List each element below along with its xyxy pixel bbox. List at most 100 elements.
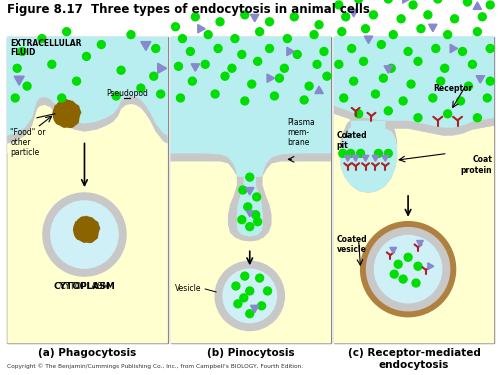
Circle shape: [248, 80, 256, 88]
Circle shape: [223, 269, 276, 322]
Circle shape: [417, 25, 425, 33]
Circle shape: [372, 90, 380, 98]
Circle shape: [356, 149, 364, 158]
Circle shape: [478, 13, 486, 21]
Circle shape: [397, 15, 405, 23]
Text: Figure 8.17  Three types of endocytosis in animal cells: Figure 8.17 Three types of endocytosis i…: [8, 3, 370, 16]
Circle shape: [366, 228, 450, 311]
Text: FLUID: FLUID: [10, 48, 35, 57]
Circle shape: [456, 97, 464, 105]
Circle shape: [152, 45, 160, 53]
Polygon shape: [384, 66, 392, 73]
Circle shape: [437, 77, 444, 85]
Circle shape: [346, 149, 354, 158]
Polygon shape: [372, 155, 379, 161]
Circle shape: [486, 45, 494, 53]
Circle shape: [266, 45, 274, 53]
Circle shape: [246, 287, 254, 295]
Polygon shape: [267, 74, 274, 82]
Circle shape: [486, 1, 494, 9]
Circle shape: [264, 287, 272, 295]
Circle shape: [232, 282, 240, 290]
Circle shape: [246, 173, 254, 181]
Circle shape: [239, 186, 247, 194]
Circle shape: [464, 82, 472, 90]
Polygon shape: [402, 0, 410, 3]
Circle shape: [440, 64, 448, 72]
Circle shape: [399, 275, 407, 283]
Circle shape: [186, 48, 194, 56]
FancyBboxPatch shape: [170, 37, 331, 200]
Circle shape: [280, 64, 288, 72]
Text: (c) Receptor-mediated
endocytosis: (c) Receptor-mediated endocytosis: [348, 348, 480, 370]
Polygon shape: [334, 106, 494, 193]
Polygon shape: [8, 104, 168, 344]
Circle shape: [241, 11, 249, 19]
Circle shape: [390, 31, 397, 39]
Circle shape: [234, 300, 242, 308]
Circle shape: [384, 149, 392, 158]
Circle shape: [434, 0, 442, 3]
Text: Coated
pit: Coated pit: [337, 130, 368, 150]
Circle shape: [241, 272, 249, 280]
Circle shape: [43, 193, 126, 276]
Circle shape: [486, 77, 494, 85]
Circle shape: [394, 260, 402, 268]
Circle shape: [300, 96, 308, 104]
Polygon shape: [334, 37, 494, 185]
Text: CYTOPLASM: CYTOPLASM: [54, 282, 116, 291]
Polygon shape: [476, 76, 484, 83]
Circle shape: [294, 51, 301, 58]
Circle shape: [18, 48, 26, 56]
Polygon shape: [428, 24, 437, 32]
Circle shape: [216, 18, 224, 26]
Circle shape: [241, 97, 249, 105]
Circle shape: [414, 57, 422, 65]
Polygon shape: [246, 188, 254, 195]
Circle shape: [335, 1, 343, 9]
Circle shape: [424, 11, 432, 19]
Polygon shape: [14, 76, 24, 85]
FancyBboxPatch shape: [334, 37, 494, 344]
Circle shape: [338, 28, 345, 36]
Polygon shape: [250, 14, 259, 22]
Circle shape: [156, 90, 164, 98]
Circle shape: [450, 15, 458, 23]
Circle shape: [339, 149, 346, 158]
Circle shape: [404, 48, 412, 56]
Polygon shape: [198, 24, 205, 33]
Circle shape: [378, 40, 386, 48]
FancyBboxPatch shape: [170, 37, 331, 344]
Circle shape: [429, 94, 437, 102]
Text: Vesicle: Vesicle: [174, 285, 201, 294]
Circle shape: [172, 23, 179, 31]
Circle shape: [290, 13, 298, 21]
Text: EXTRACELLULAR: EXTRACELLULAR: [10, 39, 82, 48]
Circle shape: [409, 1, 417, 9]
Circle shape: [188, 77, 196, 85]
Circle shape: [276, 74, 283, 82]
Circle shape: [315, 21, 323, 29]
Circle shape: [266, 18, 274, 26]
Polygon shape: [246, 211, 253, 217]
Circle shape: [215, 261, 284, 330]
Circle shape: [192, 13, 200, 21]
Circle shape: [204, 31, 212, 39]
Polygon shape: [450, 44, 458, 53]
Circle shape: [176, 94, 184, 102]
Polygon shape: [170, 153, 331, 242]
Polygon shape: [287, 47, 294, 56]
Polygon shape: [40, 37, 136, 130]
Circle shape: [256, 28, 264, 36]
Circle shape: [374, 149, 382, 158]
Circle shape: [384, 0, 392, 3]
Circle shape: [254, 57, 262, 65]
Polygon shape: [52, 99, 82, 128]
Circle shape: [484, 94, 491, 102]
Circle shape: [414, 262, 422, 270]
Circle shape: [468, 60, 476, 68]
Text: Coat
protein: Coat protein: [460, 155, 492, 175]
Circle shape: [350, 77, 358, 85]
Circle shape: [82, 53, 90, 60]
Circle shape: [202, 60, 209, 68]
